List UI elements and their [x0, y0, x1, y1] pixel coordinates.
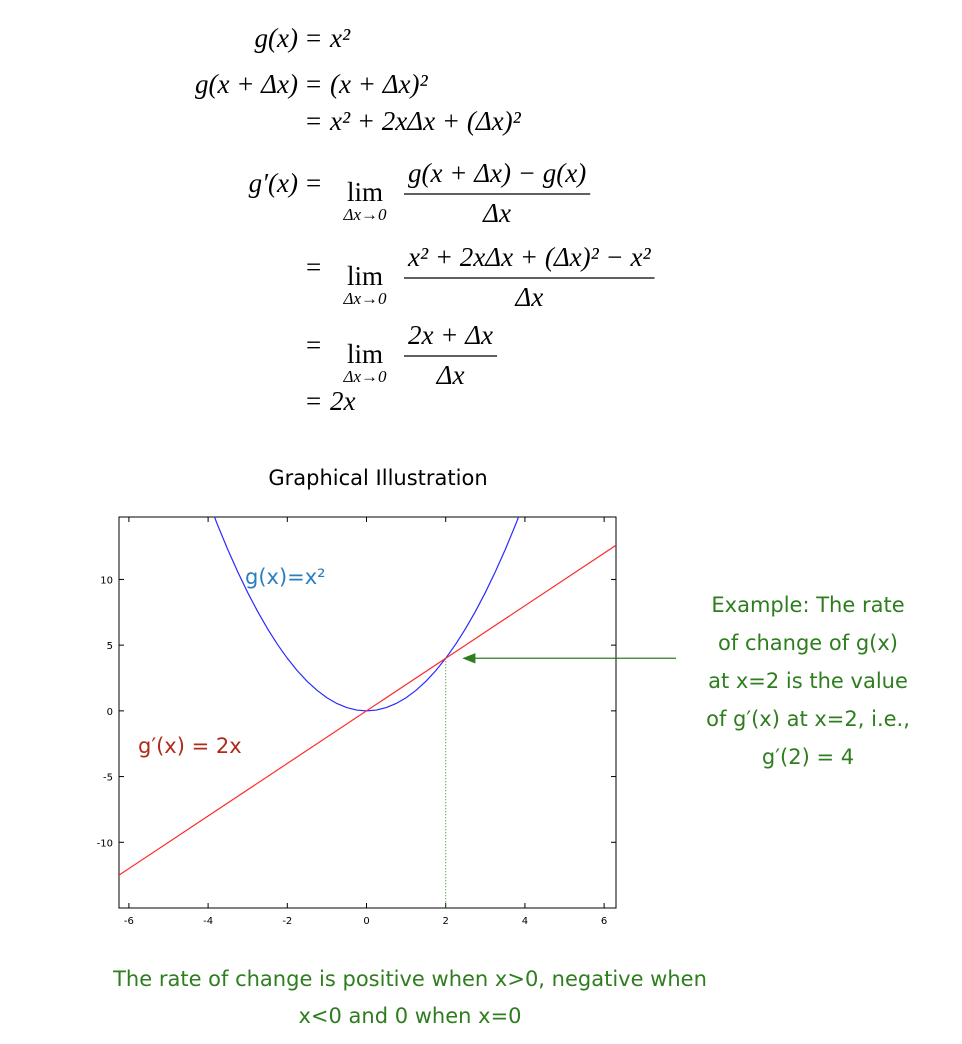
- limit: lim: [347, 339, 383, 369]
- series-label: g′(x) = 2x: [138, 734, 242, 758]
- limit-subscript: Δx→0: [342, 367, 387, 386]
- x-tick-label: -6: [124, 916, 134, 927]
- limit-subscript: Δx→0: [342, 205, 387, 224]
- limit: lim: [347, 261, 383, 291]
- equation-lhs: g(x): [255, 23, 298, 53]
- limit-subscript: Δx→0: [342, 289, 387, 308]
- numerator: 2x + Δx: [408, 320, 493, 350]
- annotation-text: Example: The rate: [711, 593, 904, 617]
- equation-lhs: g′(x): [249, 168, 298, 198]
- y-tick-label: 10: [100, 575, 113, 586]
- series-line: [119, 544, 616, 876]
- equation-lhs: g(x + Δx): [195, 69, 298, 99]
- equation-rhs: 2x: [330, 386, 356, 416]
- annotation-text: of g′(x) at x=2, i.e.,: [706, 707, 910, 731]
- annotation-text: g′(2) = 4: [762, 745, 854, 769]
- equation-relation: =: [306, 23, 321, 53]
- plot-frame: [118, 516, 617, 909]
- plot-area: [119, 517, 616, 876]
- chart-title: Graphical Illustration: [268, 466, 487, 490]
- annotation-text: of change of g(x): [718, 631, 898, 655]
- equation-relation: =: [306, 386, 321, 416]
- series-label: g(x)=x²: [245, 565, 326, 589]
- equation-relation: =: [306, 168, 321, 198]
- equation-relation: =: [306, 106, 321, 136]
- equation-rhs: (x + Δx)²: [330, 69, 429, 99]
- x-tick-label: -4: [203, 916, 213, 927]
- equation-rhs: x²: [329, 23, 351, 53]
- y-tick-label: -5: [103, 773, 113, 784]
- numerator: x² + 2xΔx + (Δx)² − x²: [407, 242, 651, 272]
- x-tick-label: 6: [601, 916, 607, 927]
- caption: x<0 and 0 when x=0: [298, 1004, 521, 1028]
- x-tick-label: -2: [282, 916, 292, 927]
- series-line: [213, 517, 520, 712]
- denominator: Δx: [514, 282, 543, 312]
- caption: The rate of change is positive when x>0,…: [112, 967, 707, 991]
- y-tick-label: 0: [107, 707, 113, 718]
- y-tick-label: 5: [107, 641, 113, 652]
- x-tick-label: 0: [363, 916, 369, 927]
- denominator: Δx: [436, 360, 465, 390]
- equation-relation: =: [306, 69, 321, 99]
- limit: lim: [347, 177, 383, 207]
- denominator: Δx: [482, 198, 511, 228]
- equation-relation: =: [306, 252, 321, 282]
- x-tick-label: 2: [443, 916, 449, 927]
- x-tick-label: 4: [522, 916, 528, 927]
- equation-rhs: x² + 2xΔx + (Δx)²: [329, 106, 522, 136]
- y-tick-label: -10: [97, 838, 113, 849]
- annotation-text: at x=2 is the value: [708, 669, 908, 693]
- equation-relation: =: [306, 330, 321, 360]
- numerator: g(x + Δx) − g(x): [408, 158, 586, 188]
